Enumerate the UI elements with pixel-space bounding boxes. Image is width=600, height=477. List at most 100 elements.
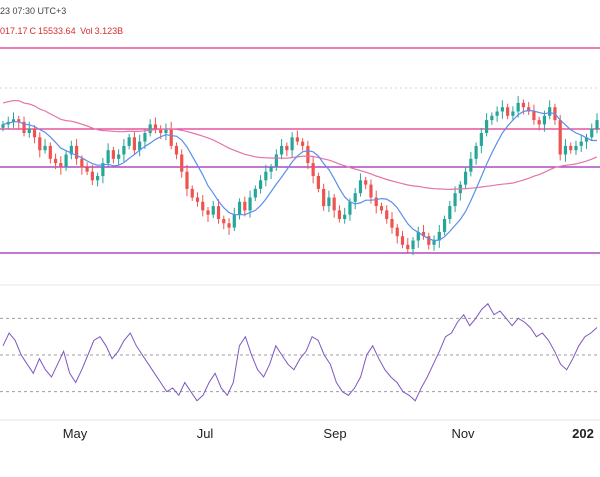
candle-body (185, 171, 189, 189)
candle-body (548, 107, 552, 116)
candle-body (348, 201, 352, 215)
candle-body (74, 145, 79, 159)
candle-body (400, 236, 405, 245)
candle-body (369, 184, 373, 198)
candle-body (264, 171, 268, 181)
candle-body (437, 231, 441, 241)
candle-body (516, 102, 520, 112)
candle-body (306, 145, 310, 164)
candle-body (201, 201, 205, 211)
candle-body (411, 240, 415, 250)
candle-body (195, 197, 200, 202)
candle-body (17, 119, 21, 122)
header-close-value: 15533.64 (38, 26, 76, 36)
candle-body (563, 145, 568, 155)
candle-body (22, 121, 26, 133)
candle-body (132, 137, 137, 151)
candle-body (358, 180, 363, 194)
candle-body (385, 210, 389, 219)
candle-body (542, 115, 547, 125)
candle-body (390, 219, 394, 228)
candle-body (432, 240, 436, 245)
rsi-levels (0, 317, 600, 393)
candle-body (311, 163, 315, 176)
candle-body (364, 180, 368, 185)
candle-body (448, 206, 452, 219)
candle-body (27, 128, 31, 133)
candle-body (206, 210, 210, 215)
candle-body (237, 201, 242, 215)
candle-body (138, 141, 142, 151)
ma-slow-line (2, 99, 598, 191)
candle-body (290, 137, 294, 151)
candle-body (122, 145, 126, 155)
candle-body (169, 128, 173, 146)
header-close-label: C (29, 26, 37, 36)
candle-body (153, 124, 158, 129)
candle-body (232, 214, 236, 228)
candle-body (295, 137, 299, 142)
candle-body (453, 193, 457, 207)
candle-body (38, 137, 42, 151)
candle-body (485, 120, 489, 133)
candle-body (427, 236, 431, 245)
candle-body (258, 180, 263, 189)
x-axis-labels: May Jul Sep Nov 202 (63, 426, 594, 441)
candle-body (106, 150, 110, 164)
rsi-line (2, 302, 598, 402)
candle-body (190, 188, 194, 198)
candle-body (274, 154, 278, 168)
candle-body (216, 206, 221, 219)
candle-body (248, 197, 252, 211)
header-ohlc: 017.17 C 15533.64 Vol 3.123B (0, 26, 125, 36)
candle-body (584, 137, 589, 142)
candle-body (117, 154, 121, 159)
candles (1, 96, 599, 256)
candle-body (327, 197, 331, 207)
candle-body (1, 124, 5, 128)
candle-body (43, 145, 47, 151)
candle-body (442, 219, 447, 232)
candle-body (211, 206, 215, 215)
candle-body (69, 145, 73, 155)
candle-body (337, 210, 342, 219)
candle-body (421, 231, 426, 237)
candle-body (569, 145, 573, 151)
candle-body (521, 102, 526, 108)
candle-body (48, 145, 52, 159)
x-tick-label: May (63, 426, 88, 441)
x-tick-label: Nov (451, 426, 475, 441)
candle-body (143, 133, 147, 142)
candle-body (574, 145, 578, 151)
candle-body (127, 137, 131, 146)
candle-body (96, 176, 100, 181)
candle-body (527, 107, 531, 112)
candle-body (159, 128, 163, 133)
x-tick-label: 202 (572, 426, 594, 441)
header-ohlc-fragment: 017.17 (0, 26, 28, 36)
candle-body (90, 171, 94, 181)
candle-body (222, 219, 226, 224)
candle-body (64, 154, 68, 168)
candle-body (500, 107, 504, 112)
ma-fast-line (2, 109, 597, 242)
header-vol-value: 3.123B (94, 26, 124, 36)
candle-body (85, 167, 89, 172)
candle-body (280, 145, 284, 155)
candle-body (474, 145, 478, 159)
candle-body (406, 244, 410, 250)
x-tick-label: Sep (323, 426, 346, 441)
candle-body (416, 231, 420, 241)
chart-header: 23 07:30 UTC+3 017.17 C 15533.64 Vol 3.123B (0, 0, 600, 40)
header-timestamp: 23 07:30 UTC+3 (0, 6, 67, 16)
candle-body (243, 201, 247, 211)
candle-body (53, 158, 58, 164)
candle-body (59, 163, 63, 168)
candle-body (353, 193, 357, 202)
candle-body (174, 145, 179, 155)
candle-body (537, 120, 541, 125)
candle-body (506, 107, 510, 116)
candle-body (32, 128, 37, 138)
candle-body (301, 141, 305, 146)
